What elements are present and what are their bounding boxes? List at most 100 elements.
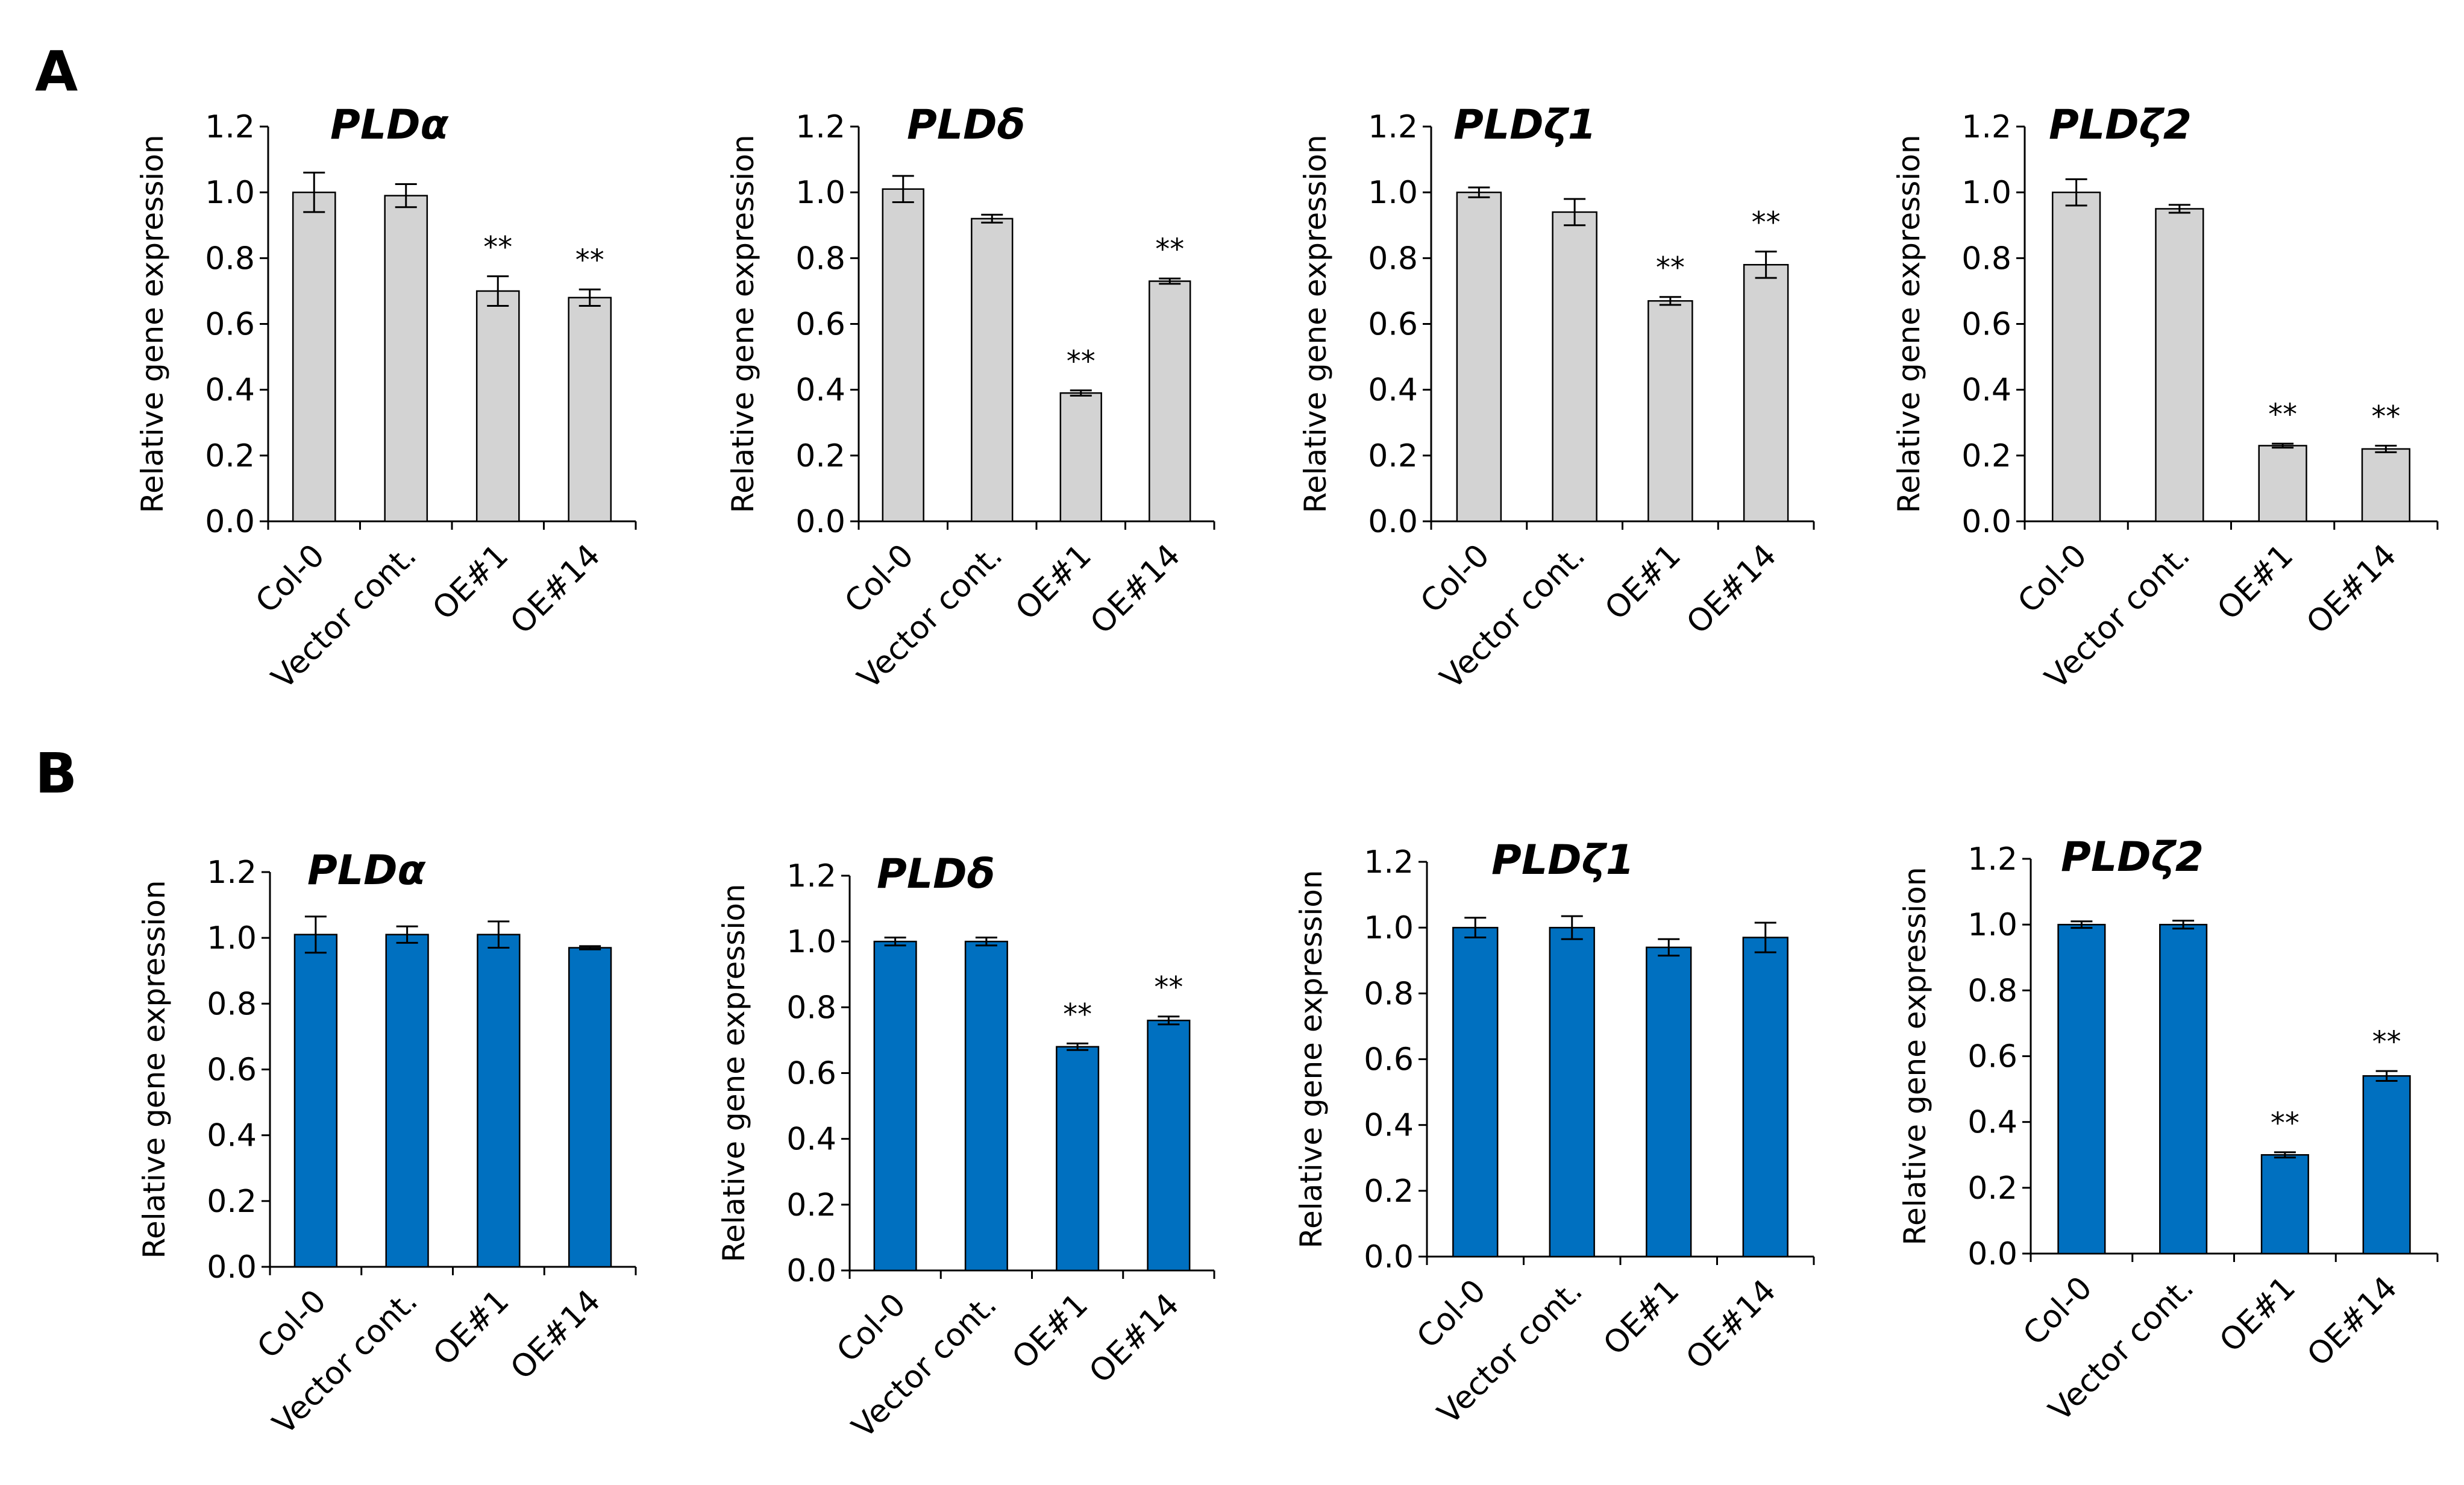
x-tick-label: OE#1 bbox=[2213, 1270, 2303, 1360]
y-tick-label: 0.0 bbox=[786, 1253, 836, 1289]
y-tick-label: 0.8 bbox=[1364, 976, 1414, 1012]
x-tick-label: Col-0 bbox=[249, 538, 331, 620]
y-tick-label: 1.2 bbox=[1368, 109, 1418, 145]
chart-title: PLDδ bbox=[877, 850, 995, 898]
bar bbox=[293, 934, 338, 1268]
y-tick-label: 0.8 bbox=[207, 986, 257, 1022]
x-tick-label: OE#1 bbox=[2211, 538, 2301, 627]
x-tick-label: Col-0 bbox=[830, 1287, 912, 1369]
y-tick-label: 1.0 bbox=[1961, 175, 2011, 211]
x-tick-label: Col-0 bbox=[838, 538, 920, 620]
y-tick-label: 0.2 bbox=[786, 1187, 836, 1223]
x-tick-label: OE#14 bbox=[1082, 1287, 1186, 1390]
bar bbox=[477, 934, 521, 1268]
y-tick-label: 0.4 bbox=[786, 1122, 836, 1158]
bar bbox=[568, 297, 612, 523]
y-tick-label: 1.2 bbox=[786, 858, 836, 894]
significance-marker: ** bbox=[1067, 345, 1096, 378]
bar bbox=[1452, 926, 1499, 1258]
bar bbox=[1059, 392, 1102, 523]
x-tick-label: OE#14 bbox=[1083, 538, 1187, 641]
chart-8: PLDζ2 Relative gene expression 0.0 0.2 0.4 0.… bbox=[1898, 834, 2439, 1428]
bar bbox=[2159, 923, 2208, 1255]
y-tick-label: 0.4 bbox=[1961, 372, 2011, 409]
significance-marker: ** bbox=[2271, 1107, 2299, 1140]
y-tick-label: 0.0 bbox=[1967, 1236, 2017, 1272]
chart-title: PLDζ1 bbox=[1491, 837, 1634, 884]
x-tick-label: OE#14 bbox=[504, 538, 607, 641]
bar bbox=[384, 195, 428, 523]
y-tick-label: 1.0 bbox=[1368, 175, 1418, 211]
y-tick-label: 0.6 bbox=[1368, 307, 1418, 343]
significance-marker: ** bbox=[2371, 400, 2400, 433]
y-tick-label: 1.2 bbox=[1961, 109, 2011, 145]
chart-1: PLDα Relative gene expression 0.0 0.2 0.4 0.6… bbox=[135, 101, 637, 696]
bar bbox=[475, 290, 520, 523]
y-tick-label: 1.2 bbox=[205, 109, 255, 145]
bar bbox=[1646, 946, 1692, 1258]
x-tick-label: OE#1 bbox=[1597, 1273, 1687, 1363]
y-tick-label: 0.0 bbox=[1368, 504, 1418, 540]
y-tick-label: 0.0 bbox=[795, 504, 845, 540]
y-tick-label: 1.0 bbox=[205, 175, 255, 211]
y-tick-label: 0.6 bbox=[1967, 1039, 2017, 1075]
x-tick-label: OE#14 bbox=[504, 1283, 607, 1387]
x-tick-label: OE#1 bbox=[426, 538, 516, 627]
y-tick-label: 0.6 bbox=[786, 1056, 836, 1092]
chart-title: PLDα bbox=[307, 847, 427, 894]
chart-title: PLDζ2 bbox=[2061, 834, 2204, 881]
x-tick-label: OE#14 bbox=[2301, 1270, 2404, 1374]
y-tick-label: 0.6 bbox=[207, 1052, 257, 1088]
bar bbox=[1743, 264, 1789, 523]
bar bbox=[1647, 300, 1693, 523]
significance-marker: ** bbox=[2268, 398, 2297, 432]
y-tick-label: 1.2 bbox=[795, 109, 845, 145]
y-tick-label: 1.0 bbox=[1364, 910, 1414, 946]
bar bbox=[1149, 280, 1191, 523]
y-tick-label: 0.4 bbox=[207, 1118, 257, 1154]
chart-title: PLDα bbox=[330, 101, 450, 149]
y-tick-label: 0.6 bbox=[1364, 1042, 1414, 1078]
significance-marker: ** bbox=[1063, 997, 1092, 1031]
bar bbox=[1456, 191, 1502, 523]
y-axis-label: Relative gene expression bbox=[137, 880, 172, 1258]
chart-3: PLDζ1 Relative gene expression 0.0 0.2 0.4 0.… bbox=[1298, 101, 1815, 696]
y-axis-label: Relative gene expression bbox=[1298, 134, 1333, 513]
bar bbox=[292, 191, 336, 523]
y-tick-label: 0.4 bbox=[1364, 1108, 1414, 1144]
y-tick-label: 0.0 bbox=[205, 504, 255, 540]
y-tick-label: 0.8 bbox=[1961, 240, 2011, 277]
y-axis-label: Relative gene expression bbox=[1898, 867, 1933, 1245]
y-axis-label: Relative gene expression bbox=[726, 134, 760, 513]
y-axis-label: Relative gene expression bbox=[135, 134, 170, 513]
bar bbox=[2361, 448, 2411, 523]
y-tick-label: 1.0 bbox=[1967, 907, 2017, 943]
panel-letter-a: A bbox=[35, 39, 78, 104]
x-tick-label: OE#14 bbox=[2299, 538, 2403, 641]
significance-marker: ** bbox=[1155, 233, 1184, 266]
y-tick-label: 0.4 bbox=[1967, 1105, 2017, 1141]
bar bbox=[1147, 1019, 1191, 1272]
y-tick-label: 0.2 bbox=[795, 438, 845, 474]
x-tick-label: OE#14 bbox=[1679, 1273, 1783, 1377]
y-tick-label: 0.2 bbox=[1368, 438, 1418, 474]
y-tick-label: 0.0 bbox=[207, 1249, 257, 1286]
bar bbox=[964, 940, 1008, 1272]
bar bbox=[568, 947, 612, 1268]
significance-marker: ** bbox=[1656, 251, 1685, 285]
chart-7: PLDζ1 Relative gene expression 0.0 0.2 0.4 0.… bbox=[1294, 837, 1815, 1431]
y-tick-label: 0.8 bbox=[795, 240, 845, 277]
x-tick-label: Col-0 bbox=[2016, 1270, 2099, 1352]
bar bbox=[2362, 1075, 2411, 1255]
y-tick-label: 0.4 bbox=[795, 372, 845, 409]
y-tick-label: 0.6 bbox=[795, 307, 845, 343]
panel-letter-b: B bbox=[35, 741, 77, 806]
bar bbox=[1549, 926, 1595, 1258]
y-tick-label: 1.2 bbox=[207, 855, 257, 891]
bar bbox=[2258, 445, 2307, 523]
bar bbox=[1552, 211, 1597, 523]
y-tick-label: 0.2 bbox=[1364, 1173, 1414, 1210]
y-tick-label: 1.2 bbox=[1967, 841, 2017, 878]
y-tick-label: 1.0 bbox=[786, 924, 836, 960]
